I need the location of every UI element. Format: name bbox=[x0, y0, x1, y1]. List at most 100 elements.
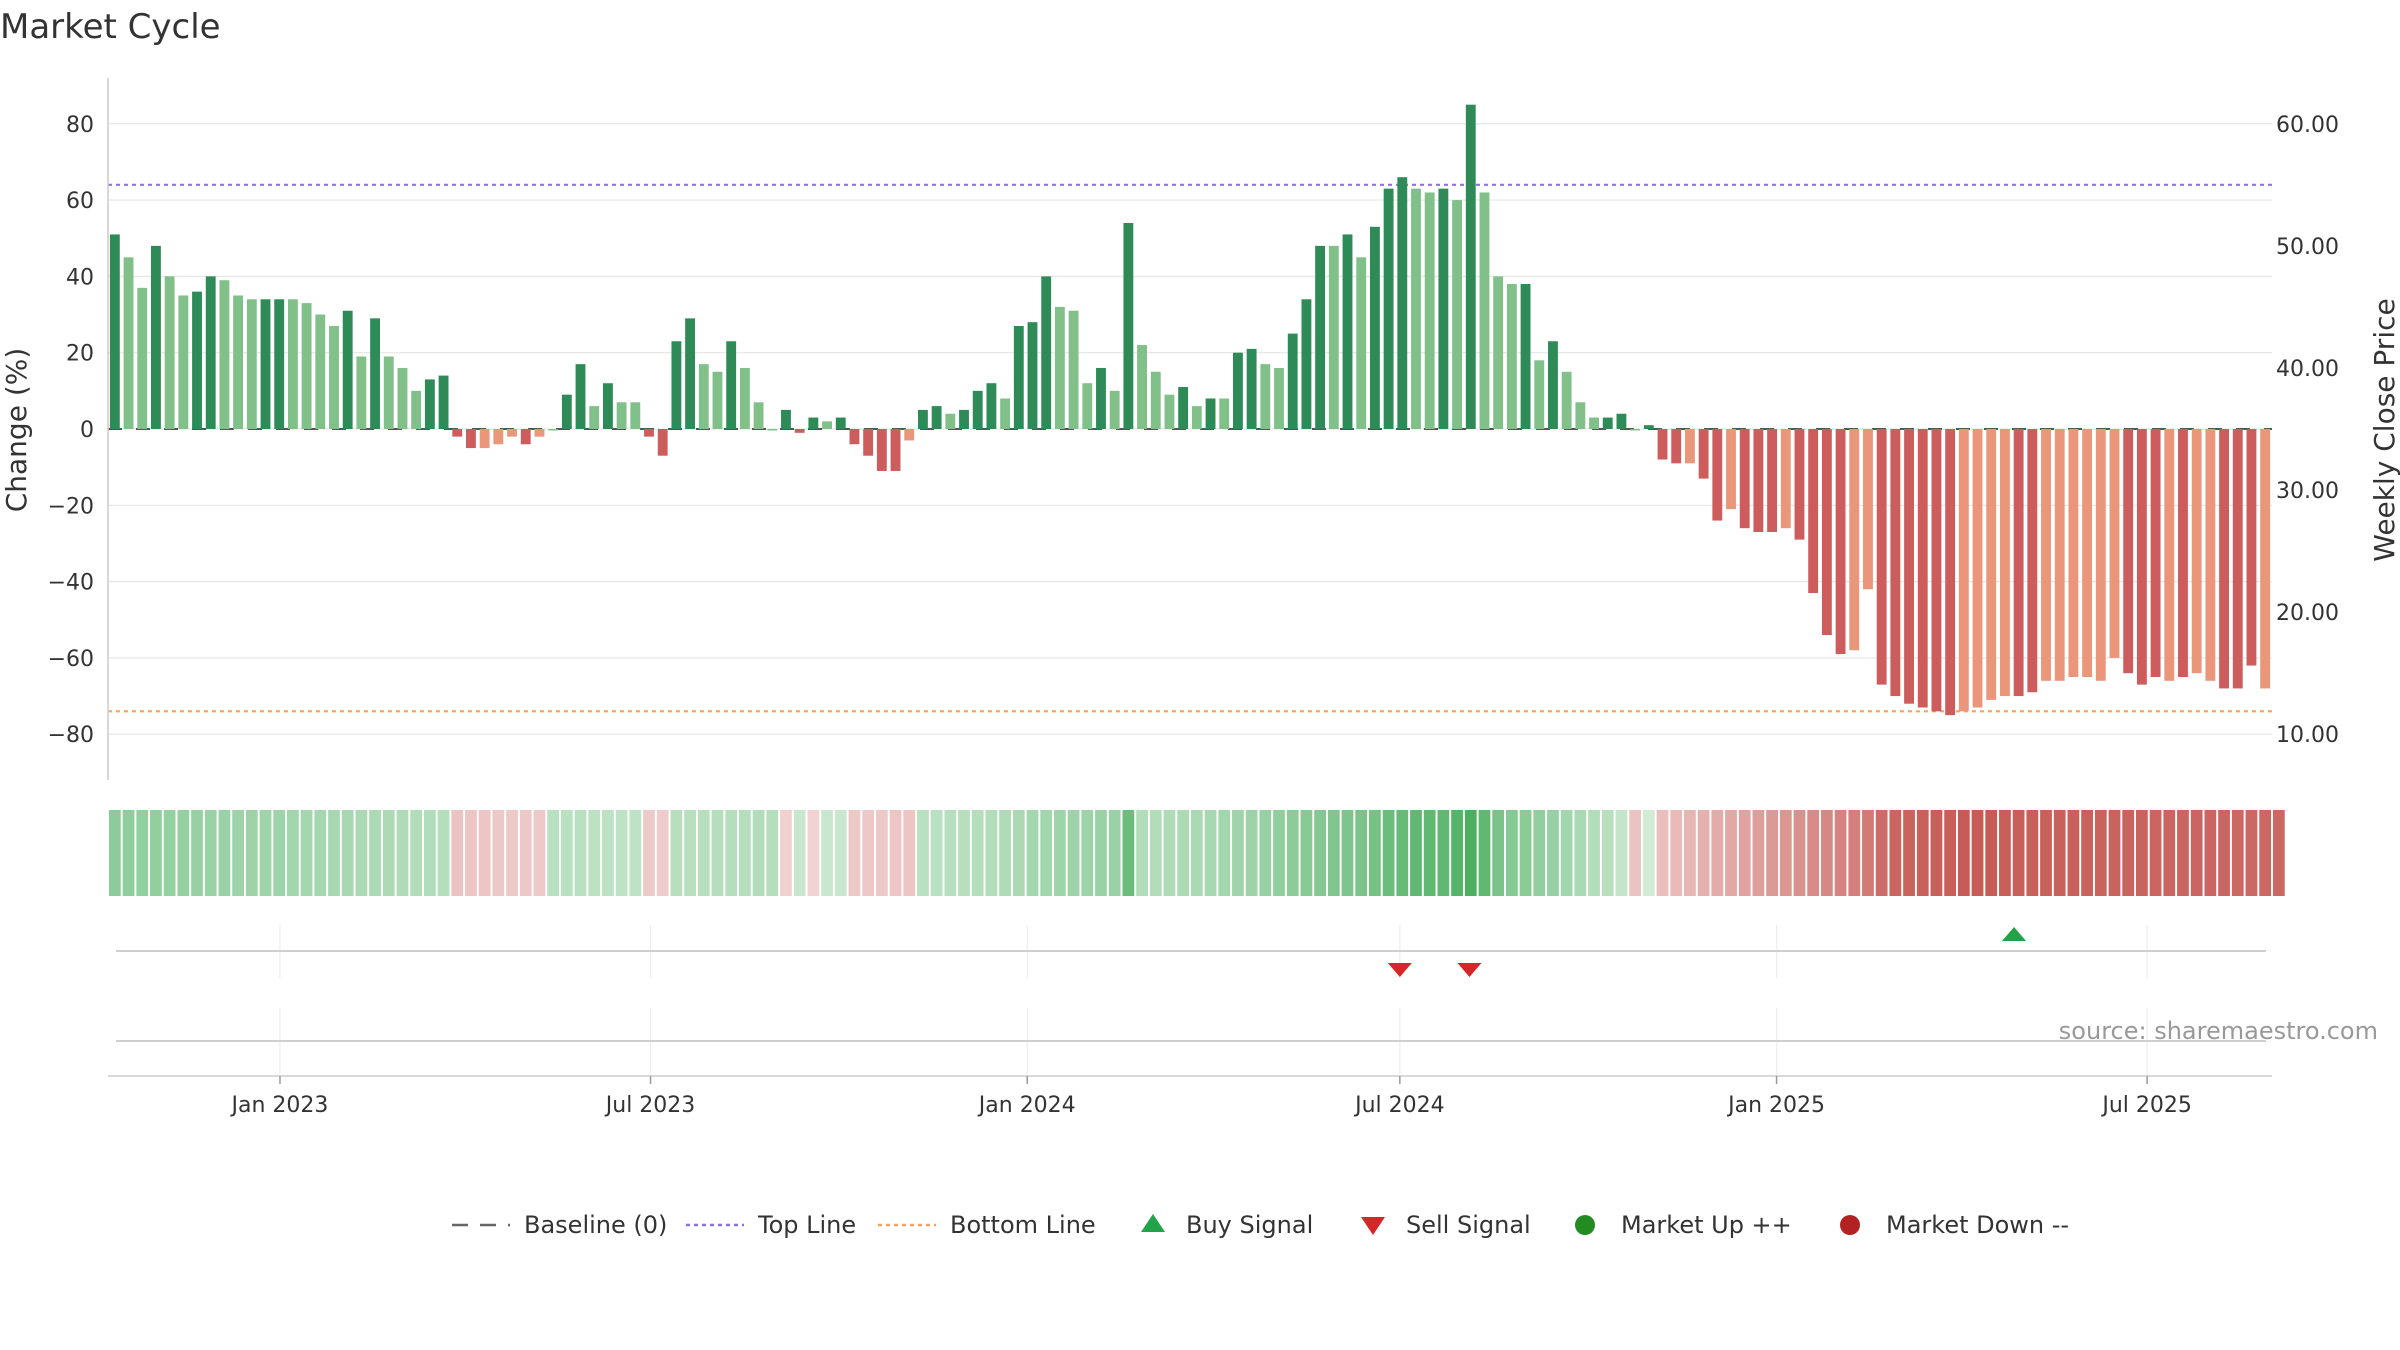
regime-cell bbox=[328, 810, 340, 896]
regime-cell bbox=[1163, 810, 1176, 896]
change-bar bbox=[1520, 284, 1531, 429]
regime-cell bbox=[533, 810, 546, 896]
change-bar bbox=[1369, 226, 1380, 429]
regime-cell bbox=[862, 810, 875, 896]
change-bar bbox=[356, 356, 367, 429]
regime-cell bbox=[1656, 810, 1669, 896]
regime-cell bbox=[492, 810, 505, 896]
regime-cell bbox=[670, 810, 683, 896]
y-tick-label: −20 bbox=[48, 494, 94, 519]
regime-cell bbox=[1314, 810, 1327, 896]
change-bar bbox=[1287, 333, 1298, 429]
change-bar bbox=[835, 417, 846, 429]
regime-cell bbox=[1177, 810, 1190, 896]
regime-cell bbox=[1081, 810, 1094, 896]
regime-cell bbox=[273, 810, 286, 896]
sell-signal-marker bbox=[1387, 963, 1412, 977]
regime-cell bbox=[136, 810, 149, 896]
change-bar bbox=[698, 364, 709, 429]
regime-cell bbox=[1834, 810, 1847, 896]
change-bar bbox=[2150, 429, 2161, 677]
regime-cell bbox=[150, 810, 162, 896]
change-bar bbox=[1191, 406, 1202, 429]
change-bar bbox=[1315, 245, 1326, 429]
y-tick-label: −80 bbox=[48, 723, 94, 748]
change-bar bbox=[890, 429, 901, 471]
change-bar bbox=[1068, 310, 1079, 429]
regime-cell bbox=[1752, 810, 1765, 896]
change-bar bbox=[2068, 429, 2079, 677]
change-bar bbox=[602, 383, 613, 429]
y-tick-label: −40 bbox=[48, 571, 94, 596]
regime-cell bbox=[1232, 810, 1244, 896]
regime-cell bbox=[341, 810, 354, 896]
change-bar bbox=[2013, 429, 2024, 697]
regime-cell bbox=[807, 810, 820, 896]
legend-label: Sell Signal bbox=[1406, 1211, 1531, 1239]
change-bar bbox=[2246, 429, 2257, 666]
regime-cell bbox=[1382, 810, 1395, 896]
legend-label: Market Up ++ bbox=[1621, 1211, 1792, 1239]
regime-cell bbox=[1437, 810, 1450, 896]
change-bar bbox=[1548, 341, 1558, 429]
legend-item: Market Down -- bbox=[1840, 1211, 2069, 1239]
y-tick-label: 20 bbox=[66, 342, 94, 367]
change-bar bbox=[1534, 360, 1545, 429]
change-bar bbox=[1000, 398, 1011, 429]
change-bar bbox=[1931, 429, 1942, 712]
regime-cell bbox=[287, 810, 299, 896]
change-bar bbox=[1383, 188, 1394, 429]
regime-cell bbox=[122, 810, 135, 896]
legend-item: Bottom Line bbox=[878, 1211, 1096, 1239]
legend-item: Baseline (0) bbox=[452, 1211, 667, 1239]
regime-cell bbox=[1533, 810, 1546, 896]
regime-cell bbox=[218, 810, 231, 896]
change-bar bbox=[2260, 429, 2271, 689]
y-tick-label: 80 bbox=[66, 113, 94, 138]
change-bar bbox=[246, 299, 257, 429]
regime-cell bbox=[766, 810, 779, 896]
change-bar bbox=[1561, 371, 1572, 429]
change-bar bbox=[1972, 429, 1983, 708]
regime-cell bbox=[752, 810, 765, 896]
change-bar bbox=[452, 429, 463, 437]
change-bar bbox=[1698, 429, 1709, 479]
change-bar bbox=[794, 429, 805, 433]
regime-cell bbox=[1464, 810, 1477, 896]
legend-item: Market Up ++ bbox=[1575, 1211, 1792, 1239]
regime-cell bbox=[1053, 810, 1066, 896]
regime-cell bbox=[2163, 810, 2176, 896]
regime-cell bbox=[1999, 810, 2011, 896]
regime-cell bbox=[2218, 810, 2230, 896]
regime-cell bbox=[1848, 810, 1861, 896]
y-axis-title: Change (%) bbox=[0, 348, 33, 513]
regime-cell bbox=[177, 810, 190, 896]
regime-cell bbox=[2149, 810, 2162, 896]
regime-cell bbox=[1204, 810, 1217, 896]
regime-cell bbox=[1327, 810, 1340, 896]
regime-cell bbox=[1560, 810, 1573, 896]
regime-cell bbox=[2231, 810, 2244, 896]
change-bar bbox=[671, 341, 682, 429]
regime-cell bbox=[2012, 810, 2025, 896]
change-bar bbox=[123, 257, 134, 429]
change-bar bbox=[1849, 429, 1860, 651]
change-bar bbox=[260, 299, 271, 429]
change-bar bbox=[712, 371, 723, 429]
change-bar bbox=[1301, 299, 1312, 429]
change-bar bbox=[1027, 322, 1038, 429]
change-bar bbox=[2191, 429, 2202, 674]
regime-cell bbox=[465, 810, 477, 896]
regime-cell bbox=[944, 810, 957, 896]
y-tick-label: −60 bbox=[48, 647, 94, 672]
source-label: source: sharemaestro.com bbox=[2059, 1017, 2378, 1045]
regime-cell bbox=[1738, 810, 1751, 896]
regime-cell bbox=[930, 810, 943, 896]
change-bar bbox=[1397, 177, 1408, 429]
legend: Baseline (0) Top Line Bottom Line Buy Signa… bbox=[452, 1211, 2069, 1239]
change-bar bbox=[917, 409, 928, 429]
change-bar bbox=[479, 429, 490, 449]
change-bar bbox=[1205, 398, 1216, 429]
change-bar bbox=[137, 287, 148, 429]
change-bar bbox=[1328, 245, 1339, 429]
